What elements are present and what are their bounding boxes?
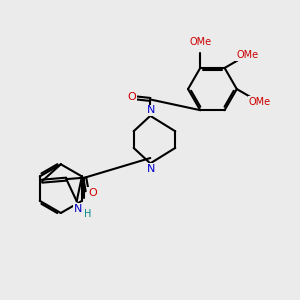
Text: H: H (84, 208, 92, 219)
Text: OMe: OMe (236, 50, 258, 60)
Text: OMe: OMe (189, 37, 211, 47)
Text: N: N (147, 164, 155, 174)
Text: O: O (127, 92, 136, 101)
Text: N: N (74, 204, 82, 214)
Text: OMe: OMe (248, 97, 271, 107)
Text: N: N (147, 106, 155, 116)
Text: O: O (88, 188, 97, 197)
